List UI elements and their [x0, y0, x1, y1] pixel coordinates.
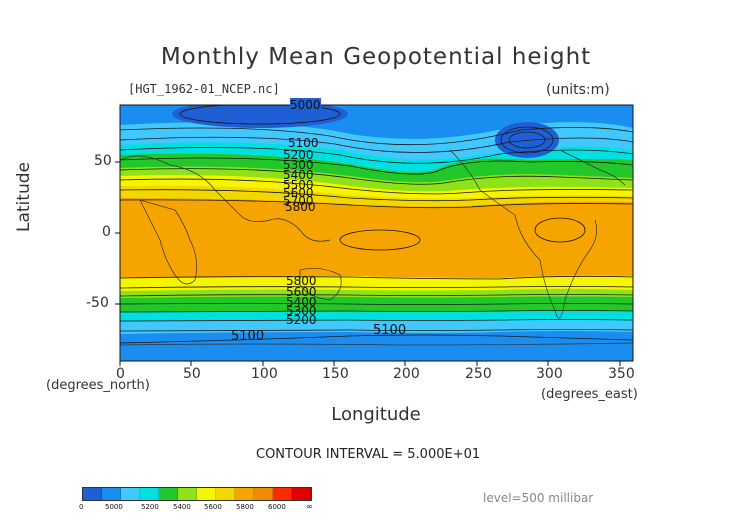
contour-label: 5100 [288, 136, 319, 150]
colorbar-swatch [102, 488, 121, 500]
x-tick-label: 350 [608, 366, 635, 382]
y-units-label: (degrees_north) [46, 378, 150, 393]
colorbar-swatch [197, 488, 216, 500]
colorbar-label: 6000 [268, 503, 286, 511]
contour-label: 5400 [286, 295, 317, 309]
colorbar-label: 5000 [105, 503, 123, 511]
x-tick-label: 0 [116, 366, 125, 382]
colorbar-swatch [235, 488, 254, 500]
axis-ticks [115, 161, 621, 366]
colorbar-label: 5400 [173, 503, 191, 511]
contour-label: 5300 [286, 304, 317, 318]
y-tick-label: -50 [86, 295, 109, 311]
contour-label: 5200 [283, 148, 314, 162]
contour-label: 5600 [286, 285, 317, 299]
level-label: level=500 millibar [483, 491, 594, 505]
colorbar-swatch [292, 488, 311, 500]
contour-interval-label: CONTOUR INTERVAL = 5.000E+01 [256, 447, 481, 462]
x-tick-label: 150 [322, 366, 349, 382]
x-tick-label: 50 [183, 366, 201, 382]
band-5600-nh [120, 175, 633, 203]
y-tick-label: 0 [102, 224, 111, 240]
colorbar-swatch [140, 488, 159, 500]
colorbar-label: 5800 [236, 503, 254, 511]
colorbar-label: 5600 [204, 503, 222, 511]
coastlines [120, 149, 633, 346]
x-units-label: (degrees_east) [541, 387, 638, 402]
low-center-canada [495, 122, 559, 158]
y-tick-label: 50 [94, 153, 112, 169]
band-5600-sh [120, 275, 633, 294]
colorbar-swatch [254, 488, 273, 500]
colorbar-label: 0 [79, 503, 84, 511]
contour-label: 5400 [283, 168, 314, 182]
x-tick-label: 300 [536, 366, 563, 382]
contour-label: 5100 [231, 329, 265, 344]
band-5400-sh [120, 296, 633, 314]
contour-label: 5100 [373, 323, 407, 338]
units-label: (units:m) [546, 82, 610, 98]
colorbar-swatch [216, 488, 235, 500]
source-file-label: [HGT_1962-01_NCEP.nc] [128, 82, 280, 96]
colorbar [82, 487, 312, 501]
contour-label: 5700 [283, 194, 314, 208]
colorbar-swatch [159, 488, 178, 500]
colorbar-label: 5200 [141, 503, 159, 511]
x-tick-label: 100 [251, 366, 278, 382]
x-tick-label: 250 [465, 366, 492, 382]
colorbar-swatch [178, 488, 197, 500]
geopotential-field [120, 105, 633, 361]
contour-lines [120, 105, 633, 344]
x-tick-label: 200 [393, 366, 420, 382]
colorbar-swatch [83, 488, 102, 500]
colorbar-label: ∞ [306, 502, 313, 511]
contour-label: 5600 [283, 186, 314, 200]
contour-label: 5300 [283, 158, 314, 172]
contour-label: 5800 [285, 200, 316, 214]
colorbar-swatch [273, 488, 292, 500]
contour-label: 5000 [290, 98, 321, 112]
contour-label: 5500 [283, 178, 314, 192]
band-5800-tropics [120, 198, 633, 280]
chart-title: Monthly Mean Geopotential height [160, 44, 592, 70]
x-axis-label: Longitude [331, 404, 421, 425]
colorbar-swatch [121, 488, 140, 500]
contour-label: 5200 [286, 313, 317, 327]
contour-label: 5800 [286, 274, 317, 288]
